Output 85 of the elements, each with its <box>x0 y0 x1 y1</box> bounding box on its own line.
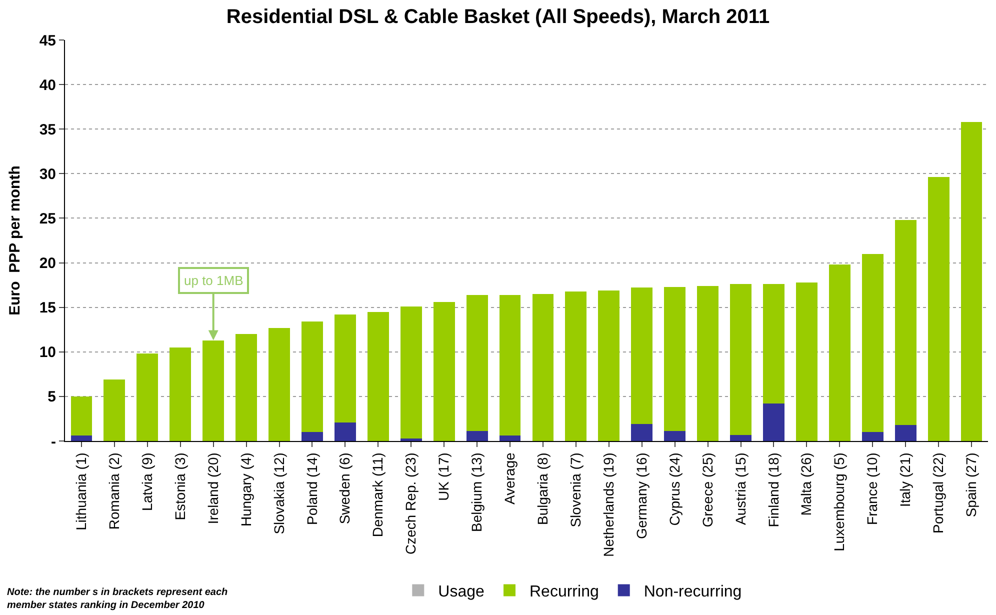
bar <box>894 220 916 425</box>
x-tick-label: Netherlands (19) <box>600 452 616 557</box>
x-tick-label: Italy (21) <box>897 452 914 508</box>
bar <box>796 282 818 441</box>
y-axis-title: Euro PPP per month <box>6 166 24 316</box>
bar <box>466 294 488 432</box>
chart-title: Residential DSL & Cable Basket (All Speeds), March 2011 <box>226 6 770 28</box>
x-tick-label: Portugal (22) <box>930 452 946 534</box>
x-tick-label: Poland (14) <box>304 452 320 525</box>
x-tick-label: Slovakia (12) <box>270 452 287 534</box>
y-tick-label: 30 <box>39 166 56 183</box>
bar <box>433 302 455 441</box>
bar <box>70 396 92 436</box>
bar <box>236 334 258 441</box>
text: Note: the number s in brackets represent each member states ranking in December 2010 <box>7 587 228 611</box>
bar <box>894 424 916 441</box>
x-tick-label: Hungary (4) <box>238 452 254 527</box>
bar <box>730 284 752 435</box>
x-tick-label: Estonia (3) <box>172 452 188 520</box>
x-tick-label: Lithuania (1) <box>73 452 90 530</box>
x-tick-label: Czech Rep. (23) <box>402 452 419 555</box>
x-tick-label: Belgium (13) <box>468 452 485 532</box>
y-tick-label: 35 <box>39 121 56 138</box>
bar <box>302 322 323 432</box>
bar <box>136 354 158 441</box>
legend-label: Non-recurring <box>644 583 742 600</box>
bar <box>730 434 752 441</box>
bar <box>828 264 850 441</box>
x-tick-label: Finland (18) <box>765 452 782 528</box>
bar <box>763 404 784 441</box>
x-tick-label: Malta (26) <box>798 452 814 516</box>
y-tick-label: 20 <box>39 255 56 272</box>
x-tick-label: Ireland (20) <box>204 452 221 524</box>
bar <box>928 177 950 441</box>
x-tick-label: Sweden (6) <box>336 452 353 524</box>
bar <box>763 284 784 404</box>
y-tick-label: 45 <box>39 32 56 50</box>
x-tick-label: Spain (27) <box>963 452 980 518</box>
bar <box>960 122 982 441</box>
bar <box>202 340 224 441</box>
bar <box>170 347 192 441</box>
bar <box>334 422 356 441</box>
bar <box>302 432 323 441</box>
y-tick-label: 5 <box>48 388 56 406</box>
bar <box>400 306 422 438</box>
x-tick-label: Luxembourg (5) <box>831 452 848 552</box>
x-tick-label: Latvia (9) <box>138 452 155 511</box>
y-tick-label: 15 <box>39 300 56 317</box>
bar <box>664 431 686 441</box>
y-tick-label: 25 <box>39 210 56 228</box>
bar <box>862 432 884 441</box>
y-tick-label: 10 <box>39 344 56 362</box>
annotation: up to 1MB <box>184 273 244 288</box>
bar <box>268 328 290 441</box>
x-tick-label: France (10) <box>864 452 880 525</box>
x-tick-label: Cyprus (24) <box>666 452 682 526</box>
bar <box>565 291 587 441</box>
x-tick-label: Slovenia (7) <box>568 452 584 528</box>
bar <box>367 312 389 441</box>
y-tick-label: - <box>51 433 56 450</box>
bar <box>334 314 356 422</box>
x-tick-label: Greece (25) <box>699 452 716 528</box>
x-tick-label: Austria (15) <box>732 452 748 525</box>
bar <box>499 436 521 441</box>
bar <box>598 290 620 441</box>
legend-label: Recurring <box>530 583 599 600</box>
bar <box>532 294 554 441</box>
bar <box>499 294 521 436</box>
x-tick-label: UK (17) <box>436 452 452 501</box>
bar <box>862 254 884 432</box>
legend-label: Usage <box>438 583 484 600</box>
bar <box>631 288 653 424</box>
x-tick-label: Bulgaria (8) <box>534 452 551 525</box>
bar <box>631 424 653 441</box>
x-tick-label: Denmark (11) <box>370 452 386 538</box>
bar <box>664 286 686 432</box>
bar <box>400 438 422 441</box>
x-tick-label: Average <box>502 452 518 505</box>
bar <box>697 286 719 441</box>
x-tick-label: Germany (16) <box>633 452 650 539</box>
y-tick-label: 40 <box>39 76 56 94</box>
bar <box>104 380 126 441</box>
bar <box>70 436 92 441</box>
x-tick-label: Romania (2) <box>106 452 122 530</box>
bar <box>466 431 488 441</box>
